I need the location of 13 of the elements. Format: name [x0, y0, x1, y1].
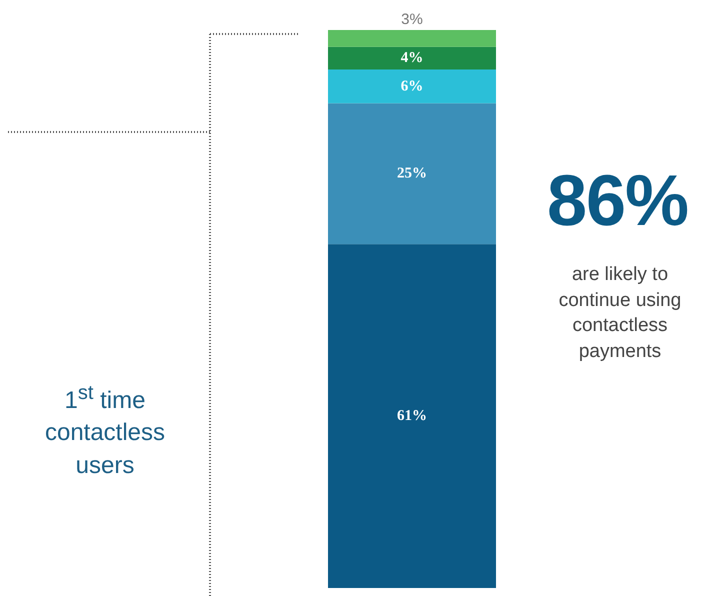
bar — [328, 46, 496, 70]
data-label: 61% — [397, 408, 427, 424]
data-label: 4% — [400, 50, 424, 66]
text: are likely to continue using contactless payments — [558, 263, 682, 364]
bar — [328, 103, 496, 244]
text: 1$^{st}$ time contactless users — [44, 381, 166, 481]
bar — [328, 30, 496, 47]
data-label: 25% — [397, 166, 427, 182]
data-label: 3% — [401, 11, 423, 28]
bar — [328, 69, 496, 104]
data-label: 6% — [400, 78, 424, 94]
bar — [328, 244, 496, 588]
text: 86% — [546, 160, 690, 242]
